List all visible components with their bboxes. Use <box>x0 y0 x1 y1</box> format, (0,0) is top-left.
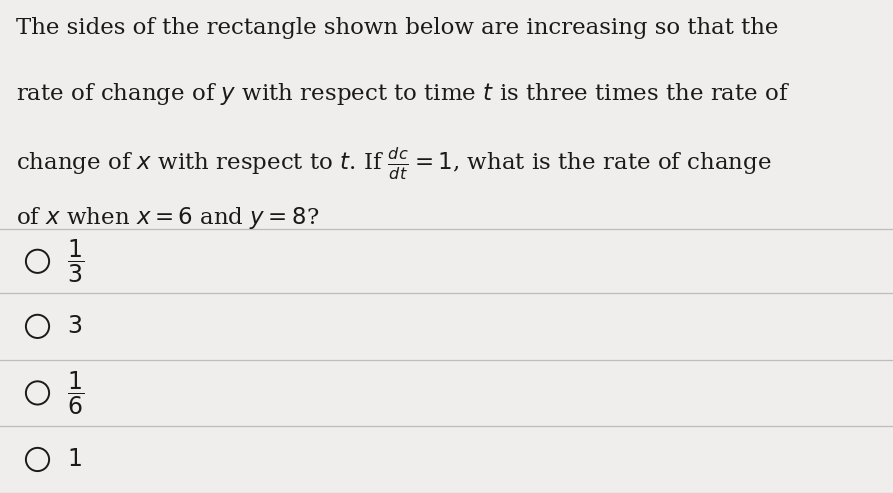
Text: $\dfrac{1}{3}$: $\dfrac{1}{3}$ <box>67 238 84 285</box>
Text: $1$: $1$ <box>67 448 82 471</box>
Text: The sides of the rectangle shown below are increasing so that the: The sides of the rectangle shown below a… <box>16 17 779 39</box>
Text: change of $x$ with respect to $t$. If $\frac{dc}{dt} = 1$, what is the rate of c: change of $x$ with respect to $t$. If $\… <box>16 145 772 182</box>
Text: $\dfrac{1}{6}$: $\dfrac{1}{6}$ <box>67 369 84 417</box>
Text: of $x$ when $x = 6$ and $y = 8$?: of $x$ when $x = 6$ and $y = 8$? <box>16 205 320 231</box>
Text: $3$: $3$ <box>67 315 82 338</box>
Text: rate of change of $y$ with respect to time $t$ is three times the rate of: rate of change of $y$ with respect to ti… <box>16 81 790 107</box>
